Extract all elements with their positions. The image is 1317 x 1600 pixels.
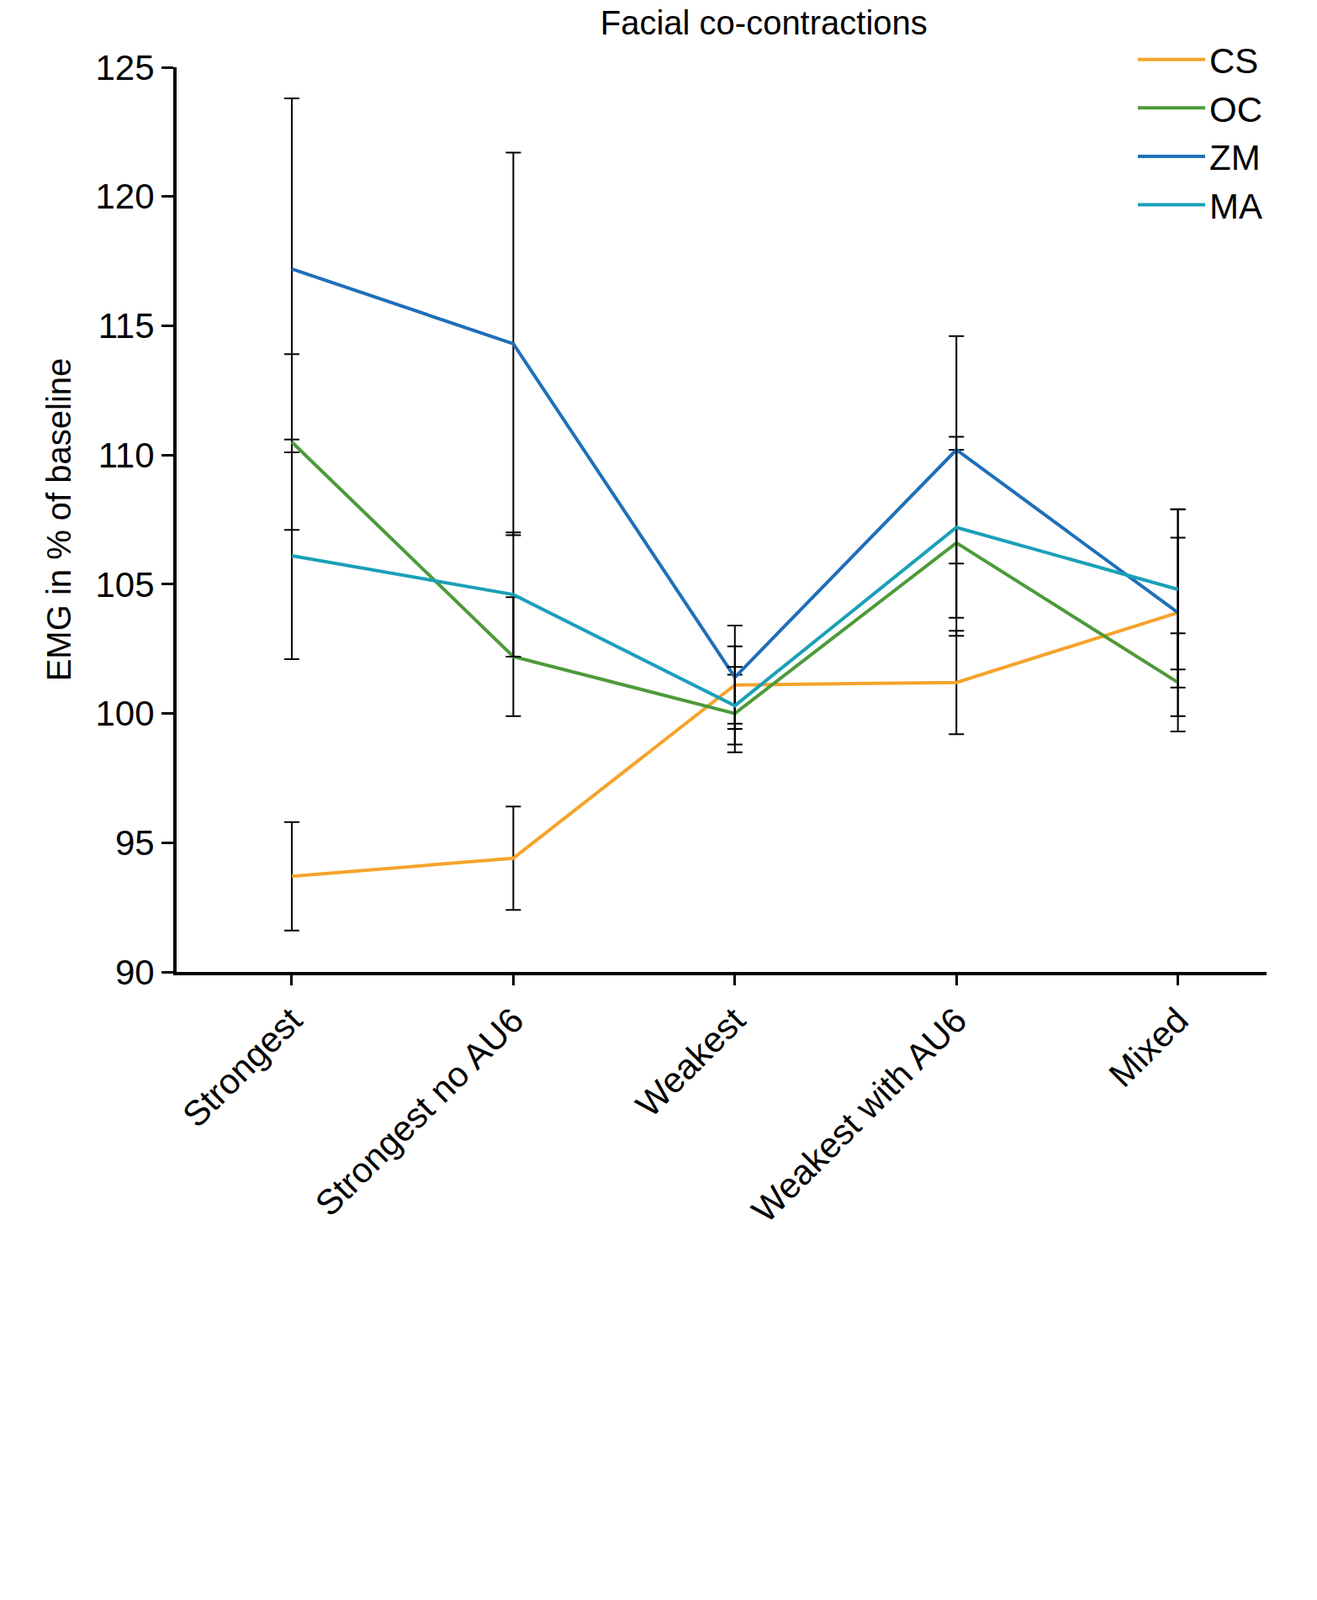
svg-text:CS: CS (1209, 41, 1259, 81)
svg-text:110: 110 (98, 435, 155, 476)
svg-text:ZM: ZM (1209, 137, 1261, 178)
svg-text:120: 120 (95, 176, 155, 217)
svg-text:EMG in % of baseline: EMG in % of baseline (40, 358, 78, 683)
svg-text:MA: MA (1209, 186, 1263, 227)
svg-text:105: 105 (95, 565, 155, 605)
svg-text:Weakest: Weakest (628, 999, 753, 1125)
svg-text:Weakest with AU6: Weakest with AU6 (744, 999, 975, 1231)
svg-text:Strongest no AU6: Strongest no AU6 (307, 999, 532, 1224)
svg-text:100: 100 (95, 693, 155, 734)
svg-text:115: 115 (98, 306, 155, 346)
svg-text:90: 90 (115, 952, 155, 993)
svg-text:OC: OC (1209, 89, 1263, 130)
svg-text:Mixed: Mixed (1100, 999, 1196, 1095)
svg-text:125: 125 (95, 47, 155, 88)
svg-text:Facial co-contractions: Facial co-contractions (600, 4, 928, 42)
svg-text:Strongest: Strongest (174, 999, 311, 1136)
svg-text:95: 95 (115, 823, 155, 863)
